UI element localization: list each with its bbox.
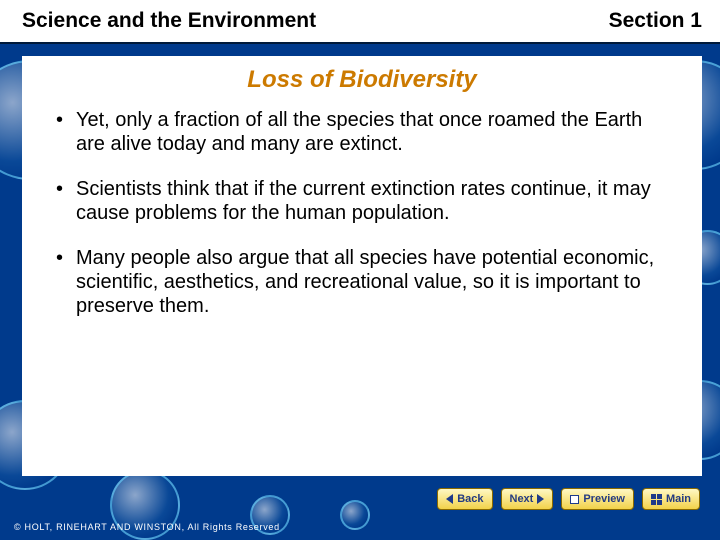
next-label: Next (510, 493, 534, 505)
bullet-item: Many people also argue that all species … (50, 246, 674, 319)
bullet-item: Yet, only a fraction of all the species … (50, 108, 674, 157)
header-left: Science and the Environment (22, 9, 316, 33)
copyright-text: © HOLT, RINEHART AND WINSTON, All Rights… (14, 522, 280, 532)
preview-button[interactable]: Preview (561, 488, 634, 510)
main-label: Main (666, 493, 691, 505)
back-button[interactable]: Back (437, 488, 492, 510)
next-button[interactable]: Next (501, 488, 554, 510)
main-icon (651, 494, 662, 505)
back-label: Back (457, 493, 483, 505)
slide-title: Loss of Biodiversity (50, 66, 674, 94)
bullet-list: Yet, only a fraction of all the species … (50, 108, 674, 319)
preview-label: Preview (583, 493, 625, 505)
slide-card: Loss of Biodiversity Yet, only a fractio… (22, 56, 702, 476)
arrow-left-icon (446, 494, 453, 504)
preview-icon (570, 495, 579, 504)
header-right: Section 1 (609, 9, 702, 33)
bullet-item: Scientists think that if the current ext… (50, 177, 674, 226)
header-bar: Science and the Environment Section 1 (0, 0, 720, 44)
main-button[interactable]: Main (642, 488, 700, 510)
nav-bar: Back Next Preview Main (437, 488, 700, 510)
arrow-right-icon (537, 494, 544, 504)
